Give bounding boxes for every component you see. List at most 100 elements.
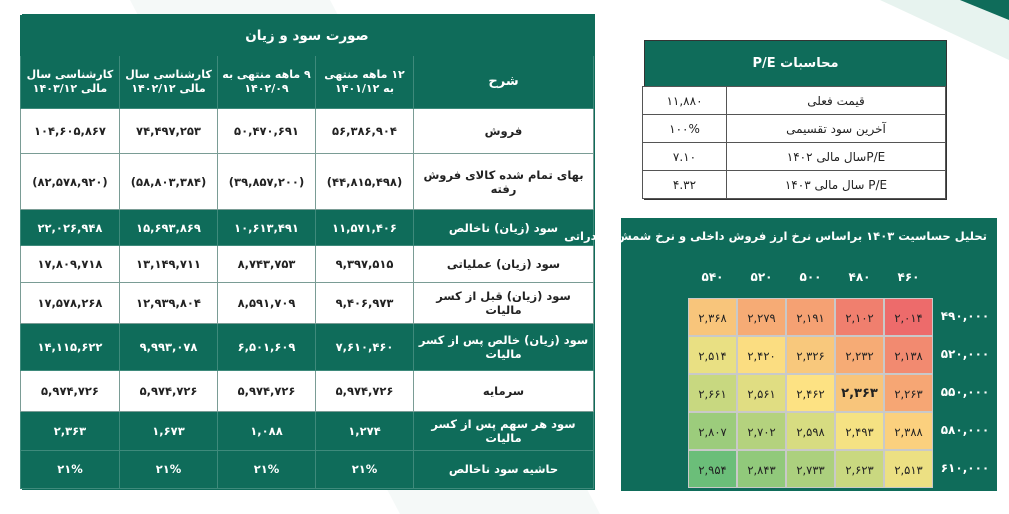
pe-row-label: آخرین سود تقسیمی <box>726 114 946 143</box>
row-value: (۳۹,۸۵۷,۲۰۰) <box>217 152 316 211</box>
sensitivity-cell: ۲,۵۶۱ <box>737 374 786 412</box>
pe-row-label: قیمت فعلی <box>726 86 946 115</box>
pe-row-label: P/E سال مالی ۱۴۰۳ <box>726 170 946 199</box>
row-value: ۷,۶۱۰,۴۶۰ <box>315 323 414 371</box>
table-row: فروش ۵۶,۳۸۶,۹۰۴ ۵۰,۴۷۰,۶۹۱ ۷۴,۴۹۷,۲۵۳ ۱۰… <box>19 107 594 154</box>
sensitivity-column-header: ۵۰۰ <box>799 270 822 284</box>
row-value: ۶,۵۰۱,۶۰۹ <box>217 323 316 371</box>
row-label: سود (زیان) ناخالص <box>413 209 594 247</box>
sensitivity-cell: ۲,۰۱۴ <box>884 298 933 336</box>
row-value: ۲۱% <box>315 449 414 490</box>
sensitivity-cell: ۲,۵۱۴ <box>688 336 737 374</box>
row-value: ۷۴,۴۹۷,۲۵۳ <box>119 107 218 154</box>
header-description: شرح <box>413 55 594 109</box>
header-column-4: کارشناسی سال مالی ۱۴۰۳/۱۲ <box>19 55 121 109</box>
row-label: حاشیه سود ناخالص <box>413 449 594 490</box>
sensitivity-cell: ۲,۵۱۳ <box>884 450 933 488</box>
sensitivity-cell: ۲,۶۲۳ <box>835 450 884 488</box>
sensitivity-cell: ۲,۵۹۸ <box>786 412 835 450</box>
sensitivity-cell: ۲,۴۶۲ <box>786 374 835 412</box>
table-row: سود (زیان) خالص پس از کسر مالیات ۷,۶۱۰,۴… <box>19 323 594 371</box>
row-label: سود (زیان) عملیاتی <box>413 245 594 284</box>
row-label: سرمایه <box>413 369 594 412</box>
sensitivity-row-header: ۵۲۰,۰۰۰ <box>940 347 990 361</box>
income-header-row: شرح ۱۲ ماهه منتهی به ۱۴۰۱/۱۲ ۹ ماهه منته… <box>19 55 594 109</box>
row-label: سود هر سهم پس از کسر مالیات <box>413 410 594 451</box>
table-row: حاشیه سود ناخالص ۲۱% ۲۱% ۲۱% ۲۱% <box>19 449 594 490</box>
sensitivity-cell: ۲,۳۶۸ <box>688 298 737 336</box>
income-statement: صورت سود و زیان شرح ۱۲ ماهه منتهی به ۱۴۰… <box>19 14 595 490</box>
income-statement-table: صورت سود و زیان شرح ۱۲ ماهه منتهی به ۱۴۰… <box>19 14 595 490</box>
row-value: ۸,۷۴۳,۷۵۳ <box>217 245 316 284</box>
row-value: ۵,۹۷۴,۷۲۶ <box>217 369 316 412</box>
sensitivity-cell: ۲,۲۶۳ <box>884 374 933 412</box>
row-value: ۹,۳۹۷,۵۱۵ <box>315 245 414 284</box>
table-row: سود (زیان) ناخالص ۱۱,۵۷۱,۴۰۶ ۱۰,۶۱۳,۴۹۱ … <box>19 209 594 247</box>
sensitivity-cell: ۲,۲۳۲ <box>835 336 884 374</box>
sensitivity-title: تحلیل حساسیت ۱۴۰۳ براساس نرخ ارز فروش دا… <box>564 229 987 243</box>
sensitivity-cell: ۲,۲۷۹ <box>737 298 786 336</box>
row-value: ۱,۶۷۳ <box>119 410 218 451</box>
pe-row-value: ۷.۱۰ <box>642 142 727 171</box>
sensitivity-cell: ۲,۷۰۲ <box>737 412 786 450</box>
row-value: ۱۷,۵۷۸,۲۶۸ <box>19 282 121 325</box>
row-value: ۱,۲۷۴ <box>315 410 414 451</box>
row-label: فروش <box>413 107 594 154</box>
sensitivity-cell: ۲,۱۳۸ <box>884 336 933 374</box>
sensitivity-cell: ۲,۳۲۶ <box>786 336 835 374</box>
table-row: سود (زیان) قبل از کسر مالیات ۹,۴۰۶,۹۷۳ ۸… <box>19 282 594 325</box>
row-value: ۸,۵۹۱,۷۰۹ <box>217 282 316 325</box>
sensitivity-row-header: ۵۸۰,۰۰۰ <box>940 423 990 437</box>
sensitivity-row-header: ۵۵۰,۰۰۰ <box>940 385 990 399</box>
pe-row-label: P/Eسال مالی ۱۴۰۲ <box>726 142 946 171</box>
sensitivity-cell: ۲,۷۳۳ <box>786 450 835 488</box>
sensitivity-cell: ۲,۸۴۳ <box>737 450 786 488</box>
header-column-1: ۱۲ ماهه منتهی به ۱۴۰۱/۱۲ <box>315 55 414 109</box>
row-value: ۹,۴۰۶,۹۷۳ <box>315 282 414 325</box>
row-value: ۱۱,۵۷۱,۴۰۶ <box>315 209 414 247</box>
pe-title: محاسبات P/E <box>645 41 946 86</box>
sensitivity-row-header: ۶۱۰,۰۰۰ <box>940 461 990 475</box>
row-value: ۱۳,۱۴۹,۷۱۱ <box>119 245 218 284</box>
row-label: سود (زیان) خالص پس از کسر مالیات <box>413 323 594 371</box>
row-value: ۱۴,۱۱۵,۶۲۲ <box>19 323 121 371</box>
row-value: ۵۰,۴۷۰,۶۹۱ <box>217 107 316 154</box>
row-value: ۵,۹۷۴,۷۲۶ <box>119 369 218 412</box>
sensitivity-cell: ۲,۳۶۳ <box>835 374 884 412</box>
pe-row-value: ۱۱,۸۸۰ <box>642 86 727 115</box>
row-value: (۵۸,۸۰۳,۳۸۴) <box>119 152 218 211</box>
sensitivity-row-header: ۴۹۰,۰۰۰ <box>940 309 990 323</box>
table-row: سود (زیان) عملیاتی ۹,۳۹۷,۵۱۵ ۸,۷۴۳,۷۵۳ ۱… <box>19 245 594 284</box>
header-column-2: ۹ ماهه منتهی به ۱۴۰۲/۰۹ <box>217 55 316 109</box>
row-value: ۲,۳۶۳ <box>19 410 121 451</box>
header-column-3: کارشناسی سال مالی ۱۴۰۲/۱۲ <box>119 55 218 109</box>
pe-table: قیمت فعلی ۱۱,۸۸۰ آخرین سود تقسیمی ۱۰۰% P… <box>642 86 946 199</box>
table-row: سود هر سهم پس از کسر مالیات ۱,۲۷۴ ۱,۰۸۸ … <box>19 410 594 451</box>
sensitivity-column-header: ۵۲۰ <box>750 270 773 284</box>
sensitivity-cell: ۲,۹۵۴ <box>688 450 737 488</box>
row-value: ۱,۰۸۸ <box>217 410 316 451</box>
row-label: سود (زیان) قبل از کسر مالیات <box>413 282 594 325</box>
pe-row: P/E سال مالی ۱۴۰۳ ۴.۳۲ <box>642 170 946 199</box>
sensitivity-column-header: ۴۸۰ <box>848 270 871 284</box>
row-value: (۸۲,۵۷۸,۹۲۰) <box>19 152 121 211</box>
sensitivity-analysis: تحلیل حساسیت ۱۴۰۳ براساس نرخ ارز فروش دا… <box>564 218 997 491</box>
row-value: ۲۱% <box>19 449 121 490</box>
sensitivity-cell: ۲,۱۹۱ <box>786 298 835 336</box>
row-value: ۱۵,۶۹۳,۸۶۹ <box>119 209 218 247</box>
pe-row-value: ۱۰۰% <box>642 114 727 143</box>
row-value: ۱۰۴,۶۰۵,۸۶۷ <box>19 107 121 154</box>
row-value: ۱۷,۸۰۹,۷۱۸ <box>19 245 121 284</box>
sensitivity-cell: ۲,۳۸۸ <box>884 412 933 450</box>
income-statement-title: صورت سود و زیان <box>19 14 595 57</box>
sensitivity-column-header: ۵۴۰ <box>701 270 724 284</box>
table-row: بهای تمام شده کالای فروش رفته (۴۴,۸۱۵,۴۹… <box>19 152 594 211</box>
pe-row: آخرین سود تقسیمی ۱۰۰% <box>642 114 946 143</box>
sensitivity-cell: ۲,۸۰۷ <box>688 412 737 450</box>
sensitivity-cell: ۲,۱۰۲ <box>835 298 884 336</box>
row-value: ۲۱% <box>217 449 316 490</box>
table-row: سرمایه ۵,۹۷۴,۷۲۶ ۵,۹۷۴,۷۲۶ ۵,۹۷۴,۷۲۶ ۵,۹… <box>19 369 594 412</box>
row-value: (۴۴,۸۱۵,۴۹۸) <box>315 152 414 211</box>
row-label: بهای تمام شده کالای فروش رفته <box>413 152 594 211</box>
row-value: ۵,۹۷۴,۷۲۶ <box>19 369 121 412</box>
